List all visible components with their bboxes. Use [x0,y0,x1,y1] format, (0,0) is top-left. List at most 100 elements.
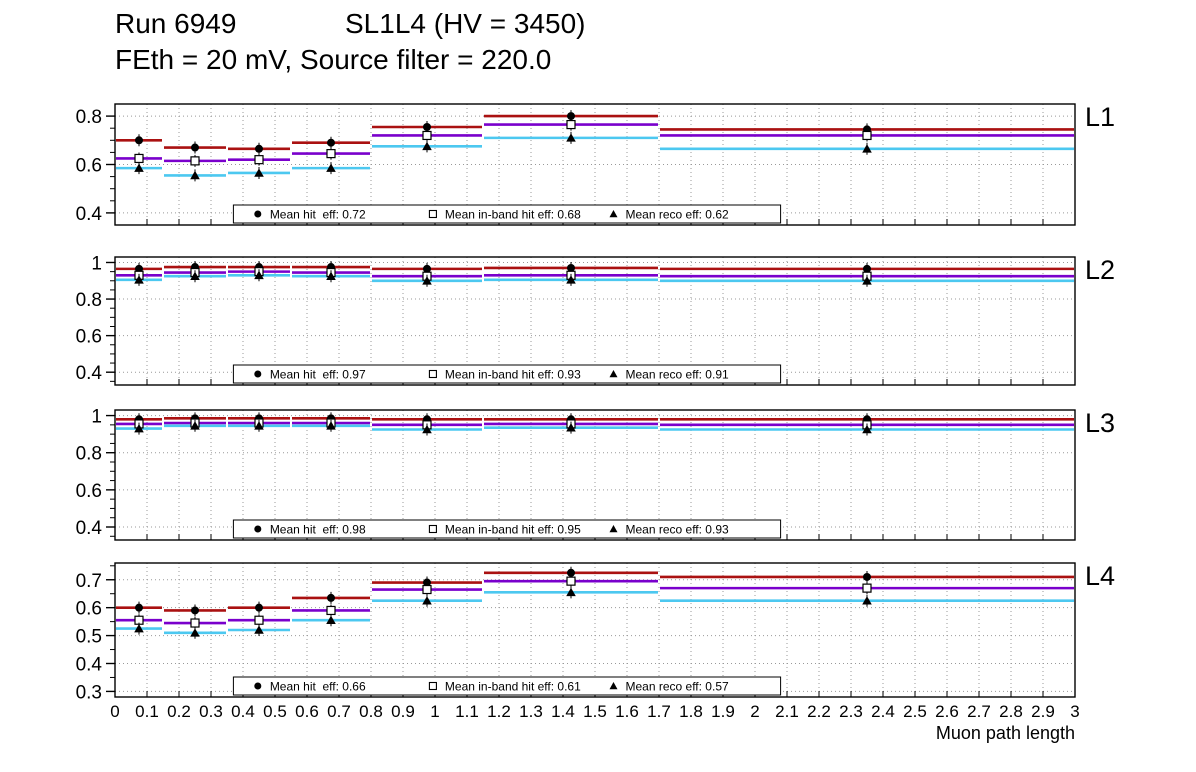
x-tick-label: 2.2 [807,702,831,721]
legend-label: Mean hit eff: 0.72 [270,208,366,222]
x-tick-label: 1.5 [583,702,607,721]
filled-triangle-marker [326,421,336,430]
filled-triangle-marker [422,276,432,285]
filled-triangle-marker [862,144,872,153]
open-square-marker [566,576,576,586]
x-tick-label: 1.8 [679,702,703,721]
open-square-marker [190,618,200,628]
y-tick-label: 0.5 [76,627,102,648]
legend-box-L1 [232,204,782,224]
legend-label: Mean hit eff: 0.97 [270,368,366,382]
open-square-marker [190,156,200,166]
filled-circle-marker [327,138,335,147]
panel-L4: 0.3 0.4 0.5 0.6 0.7 Mean hit eff: 0.66 Mean in… [76,561,1115,703]
filled-triangle-marker [134,275,144,284]
open-square-marker [134,153,144,164]
legend-box-L3 [232,519,782,539]
filled-circle-marker [863,264,871,273]
filled-triangle-marker [326,163,336,172]
legend-circle-icon [254,525,262,533]
x-tick-label: 2.3 [839,702,863,721]
x-axis-title: Muon path length [936,723,1075,743]
filled-triangle-marker [254,168,264,177]
x-tick-label: 0.2 [167,702,191,721]
legend-circle-icon [254,370,262,378]
legend-triangle-icon [609,210,618,218]
filled-triangle-marker [190,271,200,280]
legend-square-icon [428,681,437,691]
panel-L3: 0.4 0.6 0.8 1 Mean hit eff: 0.98 Mean in-band… [76,407,1115,541]
x-tick-label: 1.6 [615,702,639,721]
open-square-marker [422,130,432,141]
legend-circle-icon [254,682,262,690]
filled-triangle-marker [326,271,336,280]
filled-circle-marker [863,572,871,581]
x-tick-label: 2.7 [967,702,991,721]
x-axis: 0 0.1 0.2 0.3 0.4 0.5 0.6 0.7 0.8 0.9 1 1.1 1.2 1.3 1.… [110,702,1079,743]
legend-label: Mean hit eff: 0.98 [270,523,366,537]
legend-label: Mean in-band hit eff: 0.93 [445,368,581,382]
legend-square-icon [428,524,437,534]
open-square-marker [862,130,872,141]
filled-triangle-marker [422,141,432,151]
filled-triangle-marker [862,424,872,434]
filled-circle-marker [567,112,575,121]
filled-triangle-marker [326,615,336,625]
filled-circle-marker [567,263,575,272]
filled-triangle-marker [134,423,144,433]
open-square-marker [566,119,576,130]
x-tick-label: 1 [430,702,439,721]
y-tick-label: 0.4 [76,363,103,384]
y-tick-label: 0.4 [76,518,103,539]
filled-circle-marker [567,568,575,577]
y-tick-label: 0.6 [76,481,102,502]
legend-label: Mean reco eff: 0.91 [625,368,729,382]
y-tick-label: 0.6 [76,327,102,348]
panel-title-L4: L4 [1085,561,1115,591]
legend-square-icon [428,369,437,379]
filled-triangle-marker [254,625,264,634]
x-tick-label: 0.3 [199,702,223,721]
filled-circle-marker [423,578,431,587]
legend-label: Mean reco eff: 0.57 [625,680,729,694]
open-square-marker [254,155,264,165]
y-tick-label: 0.7 [76,571,102,592]
y-tick-label: 0.3 [76,682,102,703]
legend-label: Mean reco eff: 0.93 [625,523,729,537]
panel-title-L2: L2 [1085,255,1115,285]
filled-triangle-marker [190,628,200,637]
filled-triangle-marker [566,133,576,142]
settings-subtitle: FEth = 20 mV, Source filter = 220.0 [115,44,552,75]
panel-title-L3: L3 [1085,408,1115,438]
filled-circle-marker [135,603,143,612]
filled-triangle-marker [422,596,432,605]
x-tick-label: 1.4 [551,702,575,721]
legend-label: Mean in-band hit eff: 0.95 [445,523,581,537]
filled-triangle-marker [422,424,432,434]
panel-L2: 0.4 0.6 0.8 1 Mean hit eff: 0.97 Mean in-band… [76,253,1115,386]
x-tick-label: 3 [1070,702,1079,721]
panel-L1: 0.4 0.6 0.8 Mean hit eff: 0.72 Mean in-band … [76,102,1115,226]
run-title: Run 6949 [115,8,237,39]
filled-circle-marker [255,603,263,612]
filled-triangle-marker [862,596,872,605]
legend-square-icon [428,209,437,219]
chamber-title: SL1L4 (HV = 3450) [345,8,586,39]
filled-circle-marker [191,143,199,152]
x-tick-label: 1.9 [711,702,735,721]
panel-title-L1: L1 [1085,102,1115,132]
open-square-marker [326,605,336,616]
y-tick-label: 0.8 [76,444,102,465]
filled-triangle-marker [190,170,200,180]
x-tick-label: 0 [110,702,119,721]
filled-circle-marker [255,144,263,153]
filled-triangle-marker [190,421,200,430]
x-tick-label: 2.6 [935,702,959,721]
legend-circle-icon [254,210,262,218]
filled-circle-marker [191,606,199,615]
filled-triangle-marker [566,275,576,284]
y-tick-label: 0.8 [76,107,102,128]
x-tick-label: 0.7 [327,702,351,721]
